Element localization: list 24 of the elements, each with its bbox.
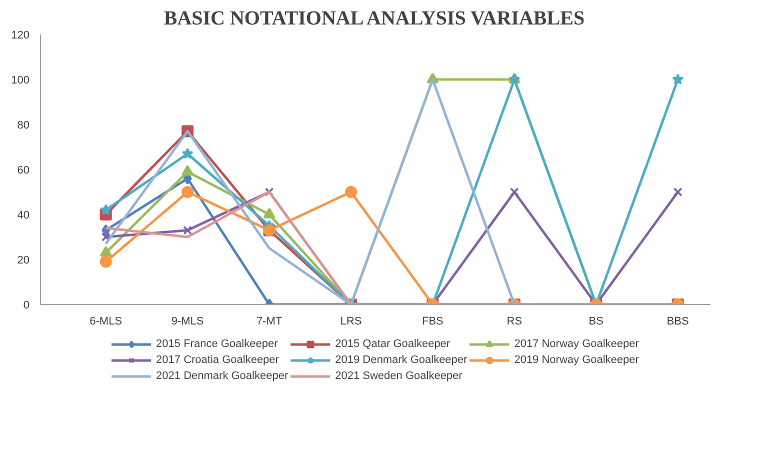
x-tick-label: 9-MLS [171, 316, 204, 328]
x-tick-label: 6-MLS [90, 316, 122, 328]
x-tick-label: FBS [422, 316, 444, 328]
legend-label: 2017 Croatia Goalkeeper [156, 353, 279, 367]
x-tick-label: BS [588, 316, 604, 328]
x-tick-label: BBS [666, 316, 689, 328]
y-tick-label: 80 [17, 120, 30, 132]
y-tick-label: 60 [17, 164, 30, 176]
y-tick-label: 100 [11, 74, 30, 86]
legend-label: 2017 Norway Goalkeeper [514, 337, 639, 351]
legend-label: 2015 France Goalkeeper [156, 337, 278, 351]
x-tick-label: LRS [340, 316, 362, 328]
x-tick-label: 7-MT [256, 316, 282, 328]
y-tick-label: 120 [11, 30, 30, 42]
y-tick-label: 20 [17, 254, 30, 266]
legend-label: 2019 Denmark Goalkeeper [335, 353, 468, 367]
x-tick-label: RS [506, 316, 522, 328]
legend-label: 2021 Denmark Goalkeeper [156, 369, 288, 383]
legend-label: 2015 Qatar Goalkeeper [335, 337, 450, 351]
legend-label: 2021 Sweden Goalkeeper [335, 369, 462, 383]
y-tick-label: 0 [23, 300, 30, 312]
chart-title: BASIC NOTATIONAL ANALYSIS VARIABLES [164, 8, 585, 30]
legend-label: 2019 Norway Goalkeeper [514, 353, 639, 367]
y-tick-label: 40 [17, 210, 30, 222]
